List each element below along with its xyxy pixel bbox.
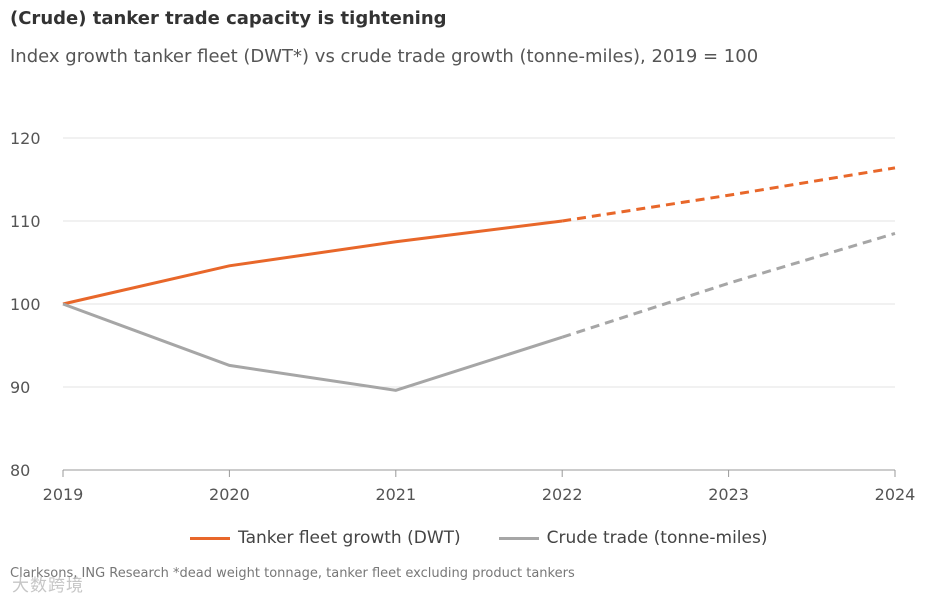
series-line-0-forecast <box>561 166 896 223</box>
legend: Tanker fleet growth (DWT) Crude trade (t… <box>190 528 767 548</box>
series-line-1-forecast <box>561 232 896 339</box>
x-tick-label: 2024 <box>875 485 916 504</box>
legend-item-fleet: Tanker fleet growth (DWT) <box>190 528 461 548</box>
series-line-1-actual <box>62 302 563 392</box>
y-tick-label: 120 <box>10 129 41 148</box>
source-note: Clarksons, ING Research *dead weight ton… <box>10 566 575 581</box>
legend-label: Tanker fleet growth (DWT) <box>238 528 461 548</box>
y-tick-label: 80 <box>10 461 30 480</box>
x-tick-label: 2023 <box>708 485 749 504</box>
series-line-0-actual <box>62 219 563 306</box>
x-tick-label: 2022 <box>542 485 583 504</box>
legend-swatch <box>498 536 539 540</box>
x-tick-label: 2021 <box>375 485 416 504</box>
y-tick-label: 110 <box>10 212 41 231</box>
y-tick-label: 90 <box>10 378 30 397</box>
legend-label: Crude trade (tonne-miles) <box>546 528 768 548</box>
legend-swatch <box>190 536 230 540</box>
chart-subtitle: Index growth tanker fleet (DWT*) vs crud… <box>10 46 759 67</box>
legend-item-trade: Crude trade (tonne-miles) <box>498 528 768 548</box>
x-tick-label: 2020 <box>209 485 250 504</box>
y-tick-label: 100 <box>10 295 41 314</box>
x-tick-label: 2019 <box>43 485 84 504</box>
watermark: 大数跨境 <box>12 576 84 596</box>
chart-title: (Crude) tanker trade capacity is tighten… <box>10 8 447 29</box>
